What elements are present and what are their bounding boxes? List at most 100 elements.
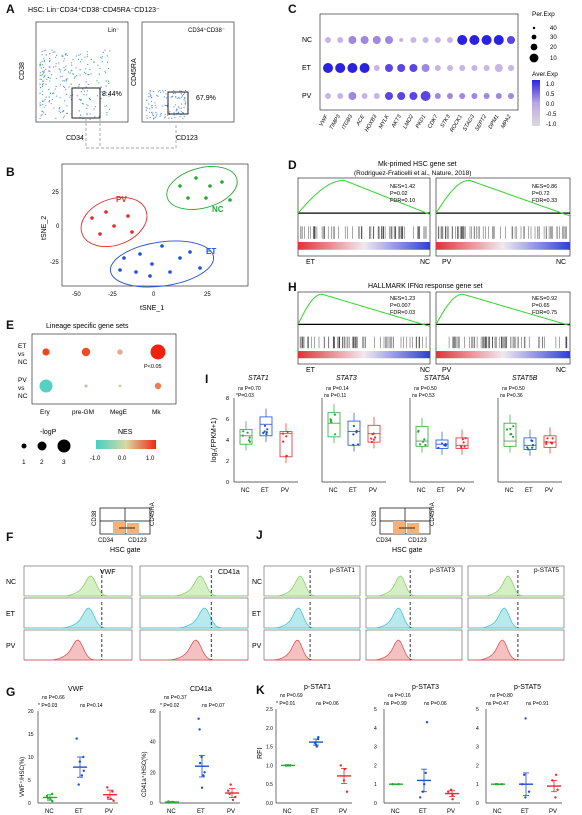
scatter-point (82, 769, 86, 772)
tsne-point (98, 232, 102, 236)
dotplot-dot (385, 36, 393, 44)
i-group: NC (505, 488, 514, 494)
scatter-point (51, 800, 54, 803)
tsne-point (118, 268, 122, 272)
scatter-title: CD41a (190, 686, 212, 693)
box-point (545, 442, 548, 445)
d-right-stat-1: NES=0.86 (532, 184, 557, 190)
scatter-point (200, 786, 204, 789)
scatter-point (171, 800, 175, 803)
scatter-point (391, 783, 394, 786)
f-row-nc: NC (6, 579, 16, 586)
f-gate-diagram (99, 507, 151, 535)
scatter-group: NC (167, 809, 176, 815)
lineage-bubble (117, 349, 123, 355)
box-point (263, 424, 267, 427)
scatter-point (527, 790, 531, 793)
tsne-point (208, 184, 212, 188)
scatter-ytick: 40 (150, 740, 156, 746)
tsne-point (122, 256, 126, 260)
tsne-point (160, 244, 164, 248)
scatter-ytick: 0 (28, 801, 31, 807)
dotplot-dot (397, 92, 406, 100)
box-point (527, 448, 530, 451)
i-gene-title: STAT5B (512, 375, 538, 382)
dotplot-dot (447, 93, 453, 99)
dotplot-dot (483, 93, 490, 99)
dotplot-dot (337, 93, 344, 99)
box-point (460, 446, 463, 449)
scatter-p-top: ns P=0.80 (490, 693, 513, 699)
box-point (505, 428, 509, 431)
c-gene-label: LMO2 (402, 114, 415, 130)
i-ytick: 2 (226, 459, 229, 465)
box-point (526, 446, 529, 449)
panel-e-bubble: Lineage specific gene sets ET vs NC PV v… (18, 323, 177, 466)
a-plot1-y: CD38 (19, 62, 26, 80)
box-point (242, 430, 245, 433)
i-group: PV (281, 488, 289, 494)
e-row2b: vs (18, 385, 25, 392)
box-point (334, 433, 337, 436)
a-plot2-x: CD123 (176, 135, 198, 142)
e-logp-2: 2 (40, 459, 44, 466)
panel-letter-i: I (205, 372, 209, 386)
histogram (468, 639, 564, 661)
scatter-ytick: 1 (374, 782, 377, 788)
scatter-p-left: * P=0.01 (276, 701, 296, 707)
scatter-group: ET (419, 809, 427, 815)
gsea-curve (435, 179, 571, 217)
box-point (511, 435, 515, 438)
gsea-curve (297, 293, 431, 327)
scatter-point (228, 792, 231, 795)
box-point (241, 434, 244, 437)
a-plot1-x: CD34 (66, 135, 84, 142)
j-marker-2: p-STAT3 (430, 567, 455, 574)
a-plot2-y: CD45RA (131, 58, 138, 86)
box (543, 435, 557, 448)
dotplot-dot (434, 65, 441, 71)
d-left-stat-3: FDR=0.10 (390, 198, 415, 204)
dotplot-dot (373, 93, 380, 99)
i-gene-title: STAT3 (336, 375, 357, 382)
scatter-point (315, 745, 318, 748)
c-row-pv: PV (302, 93, 312, 100)
box-point (444, 443, 447, 446)
e-nes-1: -1.0 (90, 456, 101, 462)
c-gene-label: MYLK (378, 114, 391, 130)
scatter-point (80, 774, 84, 777)
b-label-pv: PV (116, 195, 127, 204)
panel-i-boxplots: log₂(FPKM+1) STAT1 ns P=0.70*P=0.03 8 6 4 2 0 N… (211, 375, 562, 494)
dotplot-dot (471, 65, 478, 71)
c-col-1: 1.0 (546, 82, 555, 88)
scatter-point (234, 795, 237, 799)
histogram (24, 575, 132, 597)
d-left-stat-2: P=0.02 (390, 191, 408, 197)
b-xtick-4: 25 (204, 292, 211, 298)
scatter-point (78, 760, 82, 763)
c-row-nc: NC (302, 37, 312, 44)
scatter-point (46, 797, 50, 800)
dotplot-dot (410, 37, 417, 43)
e-row1c: NC (18, 359, 28, 366)
scatter-point (203, 771, 206, 774)
box-point (531, 444, 535, 447)
i-gene-title: STAT1 (248, 375, 269, 382)
b-ytick-1: 25 (52, 190, 59, 196)
scatter-point (314, 743, 318, 746)
i-p-low: *P=0.03 (236, 393, 254, 399)
box (327, 412, 341, 438)
scatter-p-right: ns P=0.06 (316, 701, 339, 707)
dotplot-dot (373, 65, 380, 71)
scatter-ytick: 0 (374, 801, 377, 807)
lineage-bubble (150, 344, 166, 360)
scatter-point (106, 796, 110, 799)
tsne-point (188, 250, 192, 254)
scatter-point (198, 761, 202, 765)
e-nes-2: 0.0 (118, 456, 127, 462)
dotplot-dot (397, 64, 406, 72)
box-point (352, 424, 355, 428)
scatter-ytick: 1 (476, 782, 479, 788)
scatter-ytick: 1.5 (266, 745, 273, 751)
